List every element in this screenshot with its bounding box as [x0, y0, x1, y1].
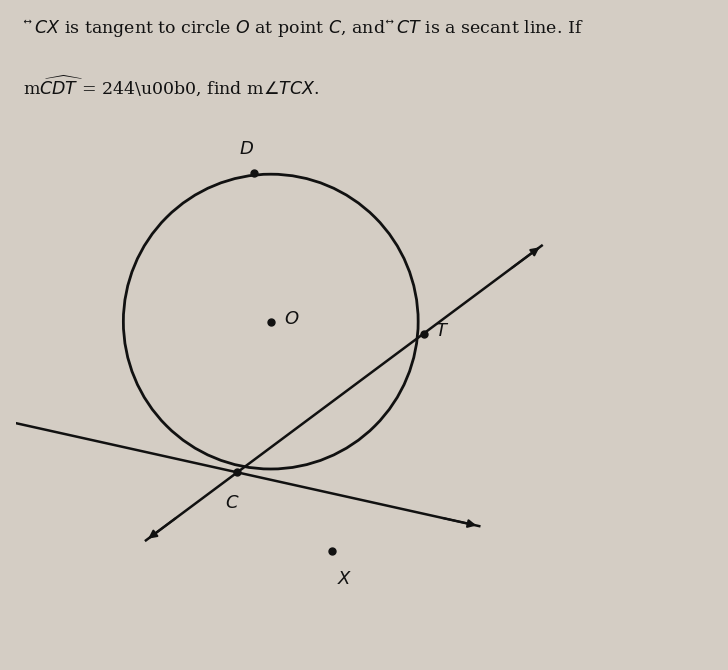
Text: X: X: [339, 570, 351, 588]
Text: D: D: [239, 140, 253, 158]
Text: $\overleftrightarrow{CX}$ is tangent to circle $O$ at point $C$, and $\overleftr: $\overleftrightarrow{CX}$ is tangent to …: [23, 17, 583, 39]
Text: C: C: [226, 494, 238, 512]
Text: T: T: [435, 322, 446, 340]
Text: O: O: [284, 310, 298, 328]
Text: m$\widehat{CDT}$ = 244\u00b0, find m$\angle TCX$.: m$\widehat{CDT}$ = 244\u00b0, find m$\an…: [23, 74, 319, 98]
